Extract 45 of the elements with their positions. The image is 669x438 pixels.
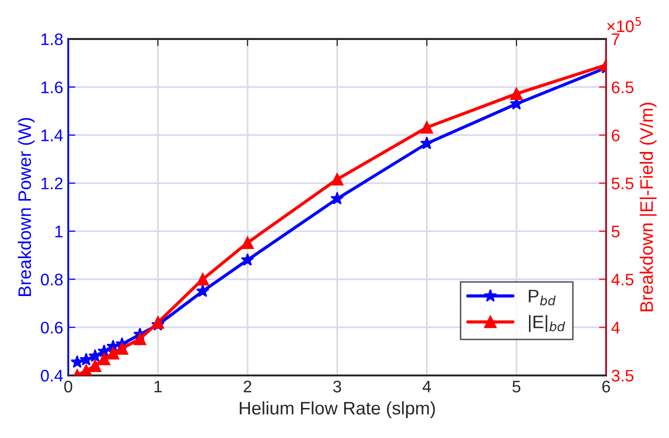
y2-tick-label: 5.5 xyxy=(612,178,634,190)
point xyxy=(330,192,344,205)
x-tick-label: 5 xyxy=(512,380,520,392)
point xyxy=(134,332,146,346)
y-tick-label: 1.6 xyxy=(41,81,63,94)
text: ×10$^{5}$ xyxy=(607,17,641,32)
x-tick-label: 0 xyxy=(64,380,72,392)
x-tick-label: 4 xyxy=(422,380,431,392)
point xyxy=(241,236,254,249)
y2-tick-label: 6.5 xyxy=(612,81,634,94)
legend-label: |E|$_{bd}$ xyxy=(528,315,566,332)
y2-tick-label: 7 xyxy=(612,34,620,46)
point xyxy=(420,121,434,134)
y-tick-label: 0.4 xyxy=(40,370,63,382)
x-tick-label: 6 xyxy=(602,380,610,392)
point xyxy=(196,284,210,298)
x-tick-label: 1 xyxy=(154,380,162,392)
point xyxy=(88,349,102,362)
y-tick-label: 1.2 xyxy=(41,178,63,190)
y2-tick-label: 4 xyxy=(611,322,620,334)
y-tick-label: 1.4 xyxy=(41,130,63,142)
point xyxy=(88,360,102,372)
y2-tick-label: 4.5 xyxy=(611,274,634,286)
point xyxy=(420,136,434,150)
x-tick-label: 3 xyxy=(333,380,342,392)
point xyxy=(240,253,254,266)
x-tick-label: 2 xyxy=(244,380,252,392)
legend-label: P$_{bd}$ xyxy=(528,290,556,306)
y2-tick-label: 3.5 xyxy=(612,370,634,382)
y-axis-title: Breakdown Power (W) xyxy=(18,118,35,296)
y-tick-label: 0.8 xyxy=(40,274,63,286)
point xyxy=(196,273,209,286)
y-tick-label: 1 xyxy=(55,226,63,238)
x-axis-title: Helium Flow Rate (slpm) xyxy=(240,401,435,418)
point xyxy=(106,347,120,360)
point xyxy=(116,342,128,355)
point xyxy=(330,173,344,186)
y-tick-label: 0.6 xyxy=(40,322,63,334)
y2-axis-title: Breakdown |E|-Field (V/m) xyxy=(640,102,657,312)
y2-tick-label: 6 xyxy=(612,129,620,142)
point xyxy=(510,88,523,100)
point xyxy=(80,352,93,366)
y-tick-label: 1.8 xyxy=(41,33,63,46)
y2-tick-label: 5 xyxy=(612,226,620,238)
point xyxy=(98,352,110,366)
